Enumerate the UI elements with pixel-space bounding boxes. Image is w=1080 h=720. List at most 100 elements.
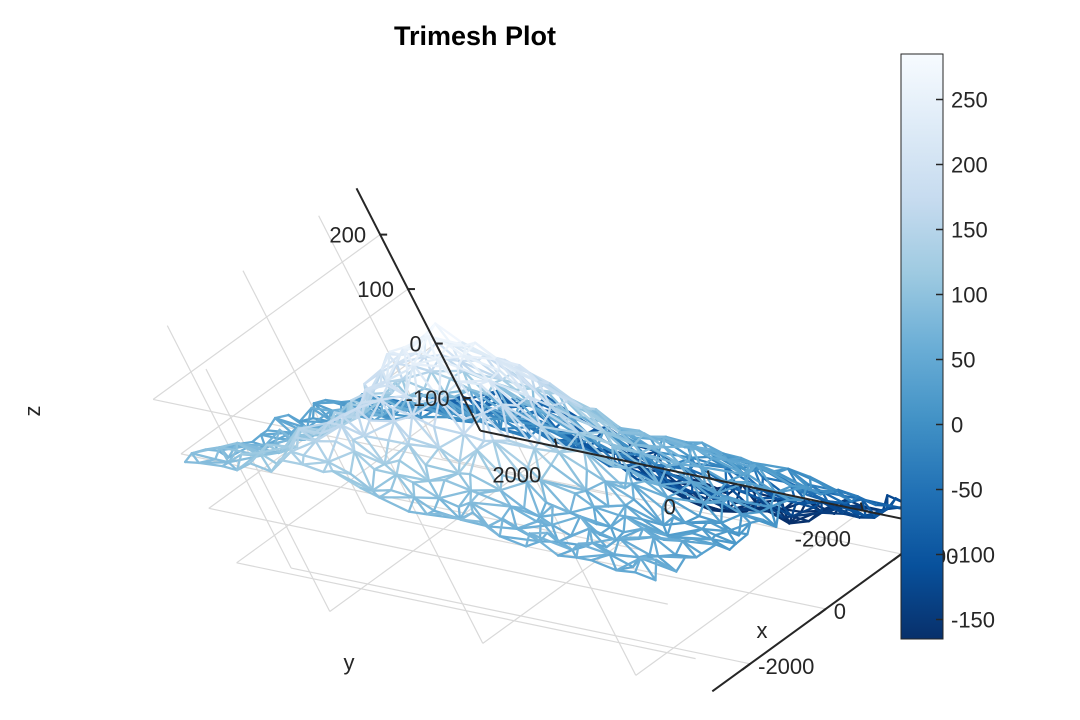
mesh-edge (456, 365, 461, 383)
mesh-edge (404, 394, 414, 418)
mesh-edge (720, 501, 724, 525)
mesh-edge (715, 480, 748, 495)
mesh-edge (395, 473, 431, 482)
mesh-edge (458, 380, 465, 421)
mesh-edge (475, 448, 502, 492)
mesh-edge (608, 553, 618, 572)
mesh-edge (706, 520, 730, 533)
mesh-edge (411, 479, 431, 484)
mesh-edge (266, 416, 277, 432)
mesh-edge (499, 489, 526, 510)
mesh-edge (218, 446, 230, 464)
mesh-edge (515, 395, 530, 407)
mesh-edge (390, 378, 404, 394)
mesh-edge (691, 527, 704, 535)
mesh-edge (690, 455, 710, 459)
mesh-edge (462, 354, 501, 372)
mesh-edge (462, 341, 477, 358)
mesh-edge (477, 489, 502, 495)
mesh-edge (298, 427, 317, 443)
mesh-edge (410, 400, 420, 418)
y-tick-mark (859, 502, 864, 511)
mesh-edge (690, 445, 729, 462)
mesh-edge (603, 480, 610, 508)
mesh-edge (603, 480, 635, 501)
mesh-edge (423, 355, 433, 373)
mesh-edge (486, 517, 504, 528)
mesh-edge (774, 485, 808, 494)
mesh-edge (450, 342, 461, 363)
mesh-edge (391, 394, 407, 410)
mesh-edge (655, 558, 678, 573)
mesh-edge (623, 482, 634, 490)
mesh-edge (443, 472, 460, 482)
mesh-edge (613, 536, 621, 556)
mesh-edge (557, 451, 589, 471)
mesh-edge (393, 420, 410, 446)
mesh-edge (462, 412, 485, 436)
mesh-edge (577, 431, 614, 446)
mesh-edge (525, 466, 529, 484)
mesh-edge (368, 398, 382, 422)
z-tick-label: -100 (406, 386, 450, 411)
grid-line (635, 510, 864, 676)
mesh-edge (726, 521, 752, 533)
mesh-edge (615, 569, 637, 574)
mesh-edge (443, 377, 452, 395)
mesh-edge (190, 452, 201, 465)
mesh-edge (478, 383, 485, 415)
mesh-edge (666, 464, 693, 483)
mesh-edge (437, 489, 473, 500)
mesh-edge (341, 407, 358, 418)
mesh-edge (525, 480, 548, 504)
mesh-edge (538, 511, 572, 518)
mesh-edge (314, 424, 343, 443)
mesh-edge (481, 412, 495, 442)
mesh-edge (637, 535, 655, 541)
mesh-edge (438, 398, 465, 421)
mesh-edge (349, 450, 356, 475)
mesh-edge (569, 527, 591, 537)
mesh-edge (359, 388, 367, 404)
mesh-edge (603, 480, 634, 485)
mesh-edge (311, 402, 316, 420)
mesh-edge (383, 439, 390, 466)
mesh-edge (362, 419, 371, 437)
mesh-edge (478, 379, 491, 386)
mesh-edge (740, 513, 764, 521)
mesh-edge (687, 445, 693, 463)
mesh-edge (383, 462, 398, 476)
mesh-edge (507, 439, 536, 450)
mesh-edge (856, 495, 878, 507)
mesh-edge (674, 539, 684, 556)
mesh-edge (626, 467, 634, 485)
mesh-edge (527, 395, 550, 416)
mesh-edge (413, 496, 429, 516)
mesh-edge (623, 515, 645, 530)
mesh-edge (592, 505, 612, 528)
mesh-edge (487, 379, 530, 398)
mesh-edge (447, 344, 465, 358)
mesh-edge (457, 489, 473, 508)
mesh-edge (577, 431, 586, 452)
mesh-edge (526, 466, 542, 482)
mesh-edge (379, 379, 388, 388)
mesh-edge (527, 395, 542, 428)
mesh-edge (432, 425, 465, 436)
mesh-edge (410, 414, 441, 450)
mesh-edge (746, 462, 758, 476)
mesh-edge (549, 404, 607, 434)
mesh-edge (487, 369, 501, 382)
mesh-edge (475, 448, 504, 477)
mesh-edge (301, 460, 330, 466)
chart-title: Trimesh Plot (394, 21, 556, 51)
mesh-edge (398, 459, 431, 482)
mesh-edge (362, 434, 390, 442)
mesh-edge (527, 395, 552, 408)
mesh-edge (371, 489, 393, 492)
mesh-edge (432, 425, 441, 450)
mesh-edge (457, 472, 473, 492)
mesh-edge (776, 467, 790, 474)
mesh-edge (249, 451, 261, 465)
mesh-edge (416, 394, 433, 412)
